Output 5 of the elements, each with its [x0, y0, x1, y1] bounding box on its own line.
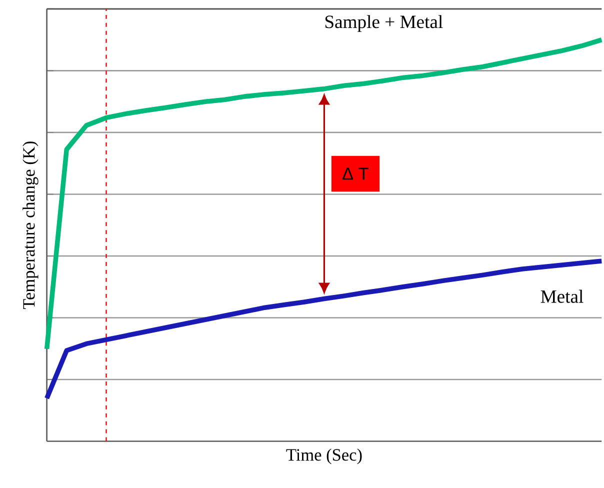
annotation: Δ T: [342, 168, 368, 180]
text: Sample + Metal: [325, 15, 443, 32]
x-axis-title: Time (Sec): [286, 448, 362, 464]
y-axis-title: Temperature change (K): [22, 142, 38, 309]
series-label: Metal: [540, 290, 584, 303]
